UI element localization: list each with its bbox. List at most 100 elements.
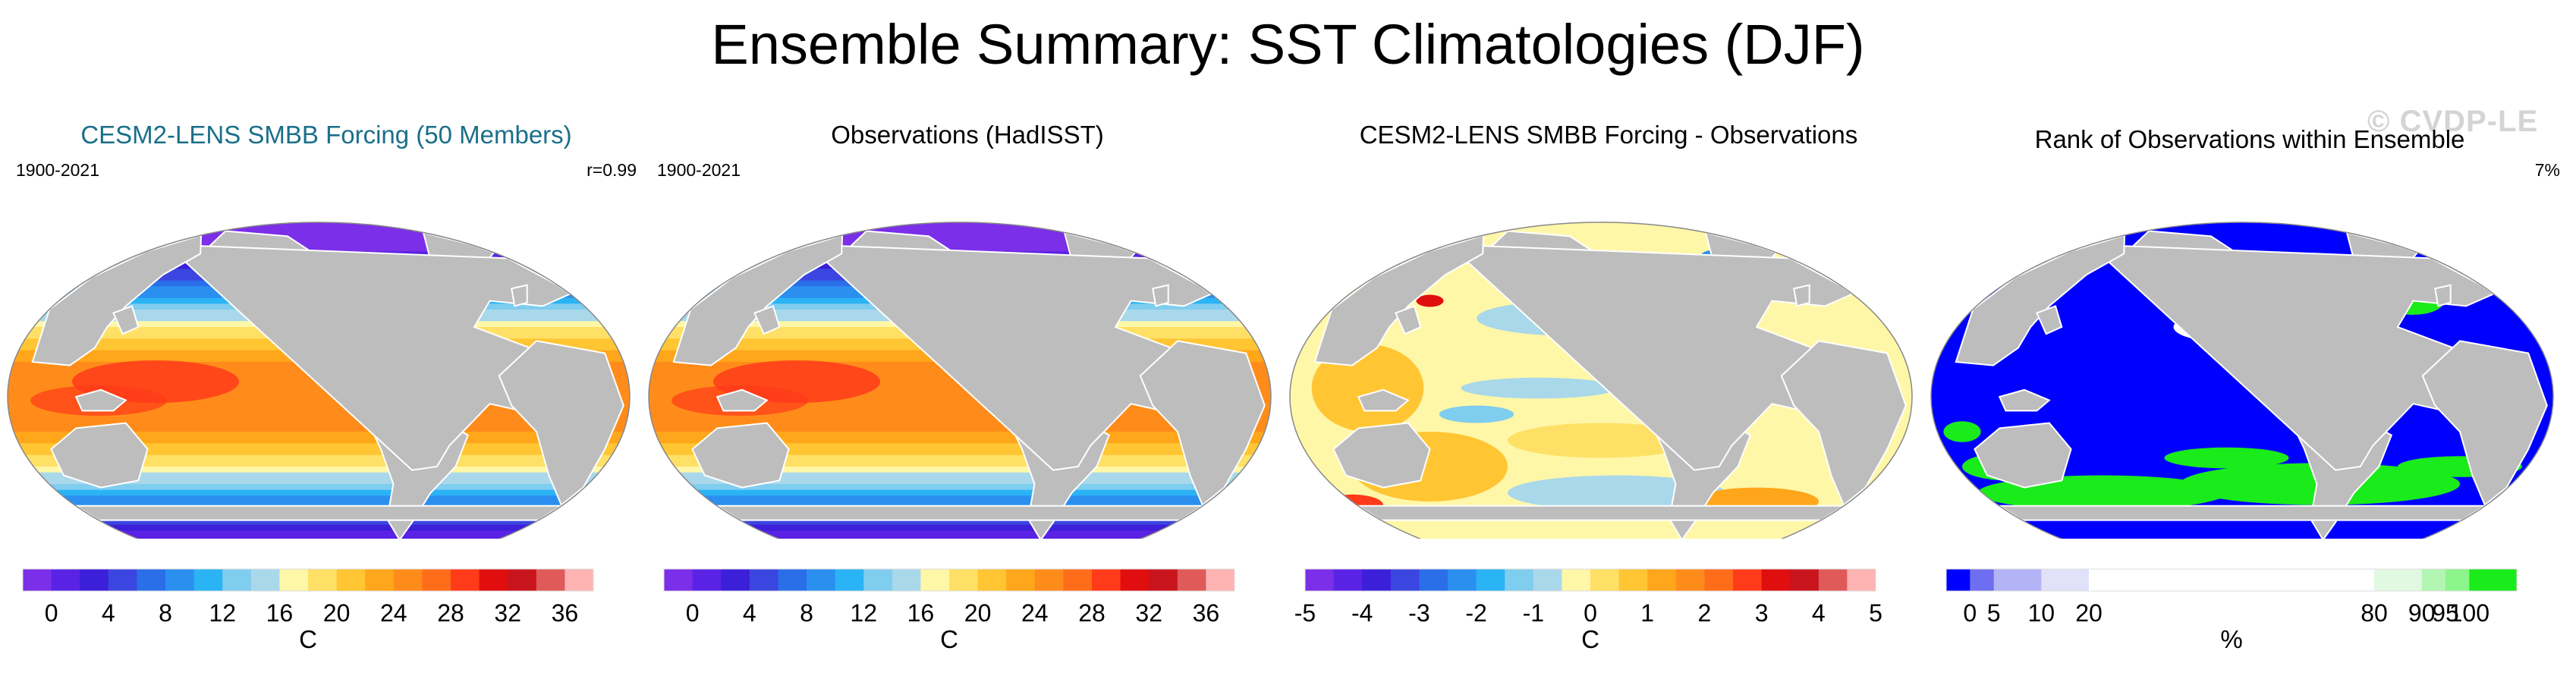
panel-title: Rank of Observations within Ensemble <box>2034 125 2465 153</box>
sst-band <box>8 228 630 235</box>
sst-band <box>649 391 1271 398</box>
colorbar-bin <box>279 569 309 591</box>
land-australia <box>50 422 149 489</box>
colorbar-bin <box>1675 569 1705 591</box>
colorbar-tick-label: 32 <box>494 599 521 627</box>
panel-observed-climatology: Observations (HadISST) 1900-2021 0 4 8 12 16… <box>645 114 1290 676</box>
sst-band <box>8 222 630 229</box>
map-field <box>1290 222 1912 539</box>
colorbar-bin <box>137 569 166 591</box>
colorbar-bin <box>835 569 864 591</box>
colorbar-bin <box>1618 569 1648 591</box>
sst-band <box>8 437 630 445</box>
colorbar-bin <box>1790 569 1820 591</box>
sst-band <box>649 245 1271 253</box>
colorbar-bin <box>1761 569 1791 591</box>
colorbar: 0 4 8 12 16 20 24 28 32 36 C <box>22 568 594 653</box>
colorbar-bin <box>108 569 137 591</box>
colorbar-tick-label: 0 <box>1963 599 1977 627</box>
colorbar-bin <box>451 569 480 591</box>
colorbar-bin <box>949 569 979 591</box>
sst-band <box>8 484 630 491</box>
sst-band <box>649 536 1271 539</box>
sst-band <box>649 449 1271 456</box>
sst-band <box>8 454 630 462</box>
colorbar-bin <box>479 569 508 591</box>
colorbar-tick-label: 28 <box>1078 599 1106 627</box>
panel-difference: CESM2-LENS SMBB Forcing - Observations -… <box>1286 114 1931 676</box>
colorbar-bin <box>1818 569 1848 591</box>
colorbar-frame <box>1304 568 1876 592</box>
colorbar-bin <box>664 569 694 591</box>
colorbar-bin <box>250 569 280 591</box>
colorbar-bin <box>1562 569 1591 591</box>
colorbar-tick-label: 20 <box>323 599 351 627</box>
colorbar-units-label: % <box>2220 625 2242 653</box>
colorbar-bin <box>80 569 109 591</box>
colorbar-bin <box>393 569 423 591</box>
colorbar-bin <box>1120 569 1150 591</box>
colorbar-bin <box>1847 569 1876 591</box>
sst-band <box>8 536 630 539</box>
colorbar-bin <box>749 569 778 591</box>
sst-band <box>8 426 630 432</box>
panel-rank: Rank of Observations within Ensemble 7% … <box>1927 114 2572 676</box>
sst-band <box>649 519 1271 526</box>
colorbar-bin <box>892 569 921 591</box>
colorbar-tick-label: -2 <box>1465 599 1486 627</box>
colorbar-bin <box>508 569 537 591</box>
colorbar-tick-label: 4 <box>102 599 115 627</box>
sst-band <box>649 228 1271 235</box>
sst-band <box>8 478 630 485</box>
colorbar-bin <box>308 569 338 591</box>
colorbar-tick-label: -1 <box>1523 599 1544 627</box>
land-indonesia <box>1998 388 2051 412</box>
sst-band <box>649 397 1271 404</box>
sst-band <box>8 472 630 479</box>
colorbar-bin <box>1946 569 1971 591</box>
sst-band <box>8 501 630 508</box>
sst-band <box>649 484 1271 491</box>
colorbar-bin <box>863 569 893 591</box>
sst-band <box>8 519 630 526</box>
difference-map <box>1289 222 1913 539</box>
land-indonesia <box>716 388 769 412</box>
land-australia <box>1974 422 2072 489</box>
colorbar-bin <box>778 569 807 591</box>
colorbar-tick-label: 100 <box>2449 599 2490 627</box>
colorbar-bin <box>920 569 950 591</box>
kuroshio-anomaly <box>1416 294 1444 307</box>
land-australia <box>1332 422 1431 489</box>
sst-band <box>649 222 1271 229</box>
high-rank-patch <box>2164 447 2289 469</box>
colorbar-tick-label: -5 <box>1294 599 1316 627</box>
colorbar-bin <box>1533 569 1562 591</box>
sst-band <box>8 397 630 404</box>
sst-band <box>649 472 1271 479</box>
anomaly-patch <box>1439 405 1514 423</box>
colorbar-tick-label: 10 <box>2028 599 2055 627</box>
sst-band <box>649 530 1271 537</box>
rank-map <box>1930 222 2554 539</box>
colorbar: -5 -4 -3 -2 -1 0 1 2 3 4 5 C <box>1294 568 1882 653</box>
colorbar-bin <box>422 569 451 591</box>
land-indonesia <box>74 388 127 412</box>
anomaly-patch <box>1508 475 1725 511</box>
colorbar-tick-label: 8 <box>159 599 172 627</box>
colorbar-bin <box>1993 569 2042 591</box>
colorbar-bin <box>721 569 750 591</box>
sst-band <box>8 234 630 241</box>
colorbar-bin <box>1333 569 1363 591</box>
land-japan <box>1395 305 1422 335</box>
colorbar-bin <box>1063 569 1093 591</box>
colorbar-bin <box>1006 569 1036 591</box>
sst-band <box>8 385 630 392</box>
colorbar-bin <box>1970 569 1995 591</box>
colorbar-bin <box>1305 569 1335 591</box>
colorbar-tick-label: 12 <box>850 599 877 627</box>
colorbar-bin <box>2445 569 2470 591</box>
colorbar-tick-label: -3 <box>1408 599 1430 627</box>
sst-band <box>8 530 630 537</box>
colorbar-tick-label: 12 <box>209 599 236 627</box>
colorbar-tick-label: 16 <box>907 599 935 627</box>
